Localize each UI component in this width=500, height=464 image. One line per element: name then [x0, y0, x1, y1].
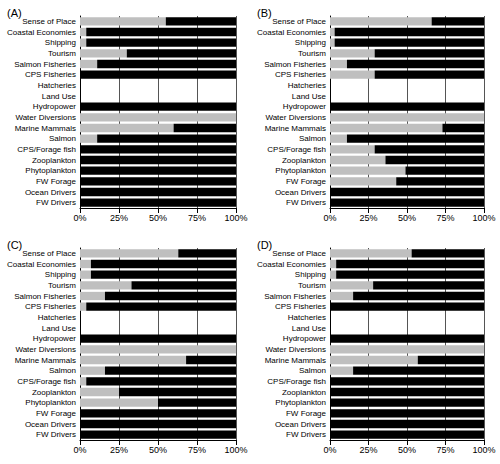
- svg-text:Marine Mammals: Marine Mammals: [265, 356, 326, 365]
- svg-text:25%: 25%: [359, 445, 377, 455]
- svg-text:Coastal Economies: Coastal Economies: [7, 260, 76, 269]
- svg-text:Salmon Fisheries: Salmon Fisheries: [264, 292, 326, 301]
- svg-text:Hydropower: Hydropower: [283, 102, 326, 111]
- svg-text:Coastal Economies: Coastal Economies: [257, 28, 326, 37]
- svg-text:Phytoplankton: Phytoplankton: [275, 398, 326, 407]
- svg-text:Shipping: Shipping: [45, 38, 76, 47]
- svg-text:Hatcheries: Hatcheries: [288, 81, 326, 90]
- svg-text:25%: 25%: [359, 213, 377, 223]
- svg-text:Water Diversions: Water Diversions: [15, 113, 76, 122]
- svg-text:50%: 50%: [398, 445, 416, 455]
- svg-text:25%: 25%: [110, 445, 128, 455]
- svg-text:Water Diversions: Water Diversions: [15, 345, 76, 354]
- svg-text:Hatcheries: Hatcheries: [38, 313, 76, 322]
- svg-text:FW Forage: FW Forage: [36, 409, 77, 418]
- svg-text:Marine Mammals: Marine Mammals: [15, 356, 76, 365]
- svg-text:Salmon: Salmon: [299, 134, 326, 143]
- svg-text:CPS/Forage fish: CPS/Forage fish: [17, 377, 76, 386]
- svg-text:Marine Mammals: Marine Mammals: [265, 124, 326, 133]
- svg-text:Zooplankton: Zooplankton: [282, 156, 326, 165]
- svg-text:Land Use: Land Use: [292, 324, 327, 333]
- svg-text:Shipping: Shipping: [45, 270, 76, 279]
- svg-text:Shipping: Shipping: [295, 38, 326, 47]
- svg-text:0%: 0%: [323, 213, 336, 223]
- svg-text:FW Forage: FW Forage: [286, 409, 327, 418]
- svg-text:100%: 100%: [224, 445, 247, 455]
- svg-text:Salmon: Salmon: [49, 366, 76, 375]
- svg-text:Sense of Place: Sense of Place: [22, 17, 76, 26]
- svg-text:Hatcheries: Hatcheries: [38, 81, 76, 90]
- svg-text:CPS/Forage fish: CPS/Forage fish: [267, 377, 326, 386]
- svg-text:Phytoplankton: Phytoplankton: [275, 166, 326, 175]
- svg-text:FW Drivers: FW Drivers: [36, 430, 76, 439]
- svg-text:FW Forage: FW Forage: [286, 177, 327, 186]
- svg-text:Tourism: Tourism: [48, 49, 76, 58]
- svg-text:Ocean Drivers: Ocean Drivers: [25, 188, 76, 197]
- svg-text:Land Use: Land Use: [42, 92, 77, 101]
- svg-text:Coastal Economies: Coastal Economies: [7, 28, 76, 37]
- svg-text:Shipping: Shipping: [295, 270, 326, 279]
- svg-text:Salmon: Salmon: [299, 366, 326, 375]
- svg-text:Zooplankton: Zooplankton: [282, 388, 326, 397]
- svg-text:Phytoplankton: Phytoplankton: [25, 166, 76, 175]
- svg-text:Water Diversions: Water Diversions: [265, 345, 326, 354]
- svg-text:CPS/Forage fish: CPS/Forage fish: [17, 145, 76, 154]
- svg-text:CPS Fisheries: CPS Fisheries: [275, 70, 326, 79]
- svg-text:Zooplankton: Zooplankton: [32, 156, 76, 165]
- svg-text:Salmon Fisheries: Salmon Fisheries: [14, 292, 76, 301]
- svg-text:50%: 50%: [398, 213, 416, 223]
- svg-text:0%: 0%: [73, 445, 86, 455]
- svg-text:Tourism: Tourism: [298, 49, 326, 58]
- svg-text:CPS/Forage fish: CPS/Forage fish: [267, 145, 326, 154]
- svg-text:Hydropower: Hydropower: [283, 334, 326, 343]
- svg-text:Land Use: Land Use: [42, 324, 77, 333]
- svg-text:Zooplankton: Zooplankton: [32, 388, 76, 397]
- svg-text:Hydropower: Hydropower: [33, 334, 76, 343]
- svg-text:Land Use: Land Use: [292, 92, 327, 101]
- svg-text:75%: 75%: [436, 213, 454, 223]
- svg-text:Sense of Place: Sense of Place: [272, 17, 326, 26]
- svg-text:(B): (B): [257, 7, 272, 19]
- svg-text:0%: 0%: [73, 213, 86, 223]
- svg-text:FW Forage: FW Forage: [36, 177, 77, 186]
- svg-text:0%: 0%: [323, 445, 336, 455]
- svg-text:(C): (C): [7, 239, 22, 251]
- svg-text:FW Drivers: FW Drivers: [36, 198, 76, 207]
- svg-text:CPS Fisheries: CPS Fisheries: [25, 70, 76, 79]
- svg-text:FW Drivers: FW Drivers: [286, 198, 326, 207]
- svg-text:(D): (D): [257, 239, 272, 251]
- svg-text:Sense of Place: Sense of Place: [22, 249, 76, 258]
- svg-text:Coastal Economies: Coastal Economies: [257, 260, 326, 269]
- svg-text:(A): (A): [7, 7, 22, 19]
- svg-text:100%: 100%: [472, 445, 495, 455]
- svg-text:75%: 75%: [436, 445, 454, 455]
- svg-text:Hatcheries: Hatcheries: [288, 313, 326, 322]
- svg-text:Salmon: Salmon: [49, 134, 76, 143]
- svg-text:Water Diversions: Water Diversions: [265, 113, 326, 122]
- svg-text:Phytoplankton: Phytoplankton: [25, 398, 76, 407]
- svg-text:Salmon Fisheries: Salmon Fisheries: [14, 60, 76, 69]
- svg-text:Sense of Place: Sense of Place: [272, 249, 326, 258]
- svg-text:Salmon Fisheries: Salmon Fisheries: [264, 60, 326, 69]
- svg-text:50%: 50%: [149, 445, 167, 455]
- svg-text:100%: 100%: [224, 213, 247, 223]
- svg-text:CPS Fisheries: CPS Fisheries: [25, 302, 76, 311]
- svg-text:Ocean Drivers: Ocean Drivers: [25, 420, 76, 429]
- svg-text:Ocean Drivers: Ocean Drivers: [275, 188, 326, 197]
- svg-text:Tourism: Tourism: [298, 281, 326, 290]
- svg-text:Hydropower: Hydropower: [33, 102, 76, 111]
- svg-text:50%: 50%: [149, 213, 167, 223]
- svg-text:75%: 75%: [188, 445, 206, 455]
- svg-text:Tourism: Tourism: [48, 281, 76, 290]
- svg-text:CPS Fisheries: CPS Fisheries: [275, 302, 326, 311]
- svg-text:25%: 25%: [110, 213, 128, 223]
- svg-text:100%: 100%: [472, 213, 495, 223]
- svg-text:75%: 75%: [188, 213, 206, 223]
- svg-text:Marine Mammals: Marine Mammals: [15, 124, 76, 133]
- svg-text:FW Drivers: FW Drivers: [286, 430, 326, 439]
- svg-text:Ocean Drivers: Ocean Drivers: [275, 420, 326, 429]
